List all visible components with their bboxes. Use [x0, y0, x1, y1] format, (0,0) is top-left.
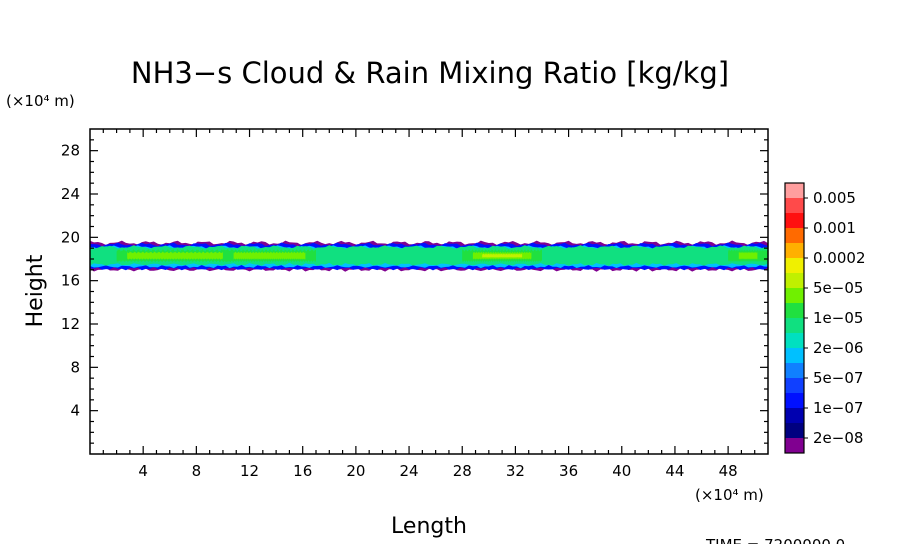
colorbar-label: 0.005: [813, 189, 856, 207]
cloud-core-lime: [233, 251, 306, 260]
chart-title: NH3−s Cloud & Rain Mixing Ratio [kg/kg]: [131, 56, 729, 90]
time-label: TIME = 7200000.0: [705, 536, 845, 544]
colorbar-label: 2e−06: [813, 339, 863, 357]
cloud-mixing-ratio-field: [90, 240, 768, 272]
x-axis-label: Length: [391, 514, 467, 539]
colorbar-label: 5e−07: [813, 369, 863, 387]
plot-frame: [89, 128, 769, 455]
colorbar-swatch: [785, 243, 804, 259]
y-tick-label: 12: [61, 315, 80, 333]
x-tick-label: 8: [192, 462, 202, 480]
y-axis-label: Height: [23, 254, 48, 327]
colorbar-label: 0.001: [813, 219, 856, 237]
x-tick-label: 4: [138, 462, 148, 480]
x-tick-label: 16: [293, 462, 312, 480]
x-tick-label: 44: [665, 462, 684, 480]
y-axis: 4 8 12 16 20 24 28: [61, 139, 768, 444]
colorbar-label: 5e−05: [813, 279, 863, 297]
colorbar-swatch: [785, 273, 804, 289]
colorbar: 0.005 0.001 0.0002 5e−05 1e−05 2e−06 5e−07 1e−0…: [784, 182, 866, 454]
x-tick-label: 12: [240, 462, 259, 480]
colorbar-label: 0.0002: [813, 249, 866, 267]
cloud-core-lime: [738, 251, 758, 260]
cloud-core-lime: [127, 251, 226, 260]
colorbar-swatch: [785, 213, 804, 229]
colorbar-swatch: [785, 363, 804, 379]
x-tick-label: 28: [453, 462, 472, 480]
x-tick-label: 20: [346, 462, 365, 480]
colorbar-label: 1e−05: [813, 309, 863, 327]
y-unit-label: (×10⁴ m): [6, 92, 75, 110]
x-tick-label: 48: [719, 462, 738, 480]
x-axis: 4 8 12 16 20 24 28 32 36 40 44 48: [102, 129, 756, 480]
colorbar-swatch: [785, 438, 804, 454]
colorbar-swatch: [785, 258, 804, 274]
x-tick-label: 40: [612, 462, 631, 480]
colorbar-swatch: [785, 183, 804, 199]
colorbar-swatch: [785, 318, 804, 334]
y-tick-label: 4: [70, 402, 80, 420]
y-tick-label: 28: [61, 142, 80, 160]
x-tick-label: 36: [559, 462, 578, 480]
colorbar-label: 1e−07: [813, 399, 863, 417]
colorbar-swatch: [785, 393, 804, 409]
colorbar-swatch: [785, 423, 804, 439]
colorbar-swatch: [785, 228, 804, 244]
colorbar-swatch: [785, 348, 804, 364]
colorbar-swatch: [785, 408, 804, 424]
y-tick-label: 20: [61, 228, 80, 246]
y-tick-label: 16: [61, 272, 80, 290]
x-tick-label: 24: [400, 462, 419, 480]
x-unit-label: (×10⁴ m): [695, 486, 764, 504]
cloud-core-yellow: [482, 253, 523, 258]
y-tick-label: 8: [70, 358, 80, 376]
colorbar-swatch: [785, 378, 804, 394]
x-tick-label: 32: [506, 462, 525, 480]
colorbar-swatch: [785, 333, 804, 349]
colorbar-swatch: [785, 198, 804, 214]
y-tick-label: 24: [61, 185, 80, 203]
colorbar-label: 2e−08: [813, 429, 863, 447]
colorbar-swatch: [785, 288, 804, 304]
colorbar-swatch: [785, 303, 804, 319]
